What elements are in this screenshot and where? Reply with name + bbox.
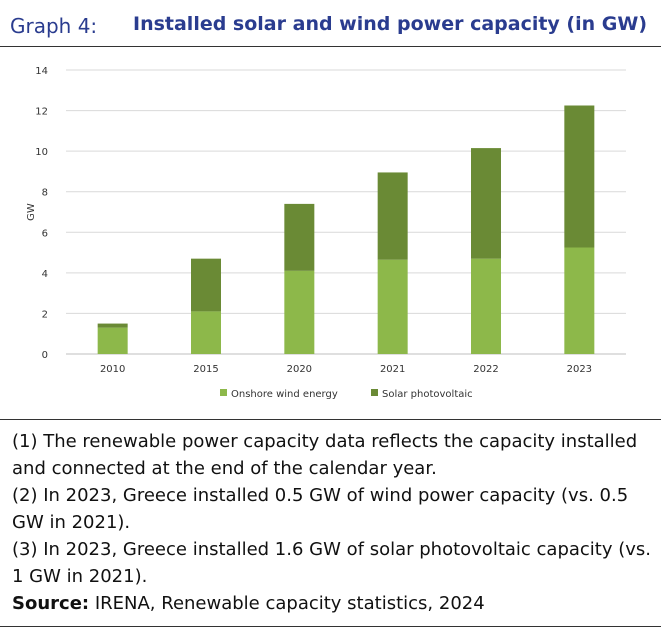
graph-number: Graph 4: — [10, 14, 98, 38]
capacity-chart: 0 2 4 6 8 10 12 14 GW 2010 2015 2020 2021 2022 2023 Ons… — [26, 66, 626, 400]
chart-area: 0 2 4 6 8 10 12 14 GW 2010 2015 2020 2021 2022 2023 Ons… — [14, 54, 648, 411]
footnote-2: (2) In 2023, Greece installed 0.5 GW of … — [12, 485, 629, 533]
bar-wind — [471, 258, 501, 354]
graph-header: Graph 4: Installed solar and wind power … — [0, 0, 661, 48]
bar-solar — [284, 203, 315, 271]
x-tick-label: 2022 — [473, 364, 498, 375]
y-tick-label: 10 — [35, 147, 48, 158]
legend-label: Onshore wind energy — [231, 389, 338, 400]
x-tick-label: 2023 — [567, 364, 592, 375]
y-tick-label: 8 — [42, 188, 48, 199]
source-line: Source: IRENA, Renewable capacity statis… — [12, 590, 652, 617]
bar-solar — [377, 172, 408, 260]
bar-wind — [191, 311, 221, 354]
bar-solar — [97, 323, 128, 328]
legend-swatch — [371, 389, 378, 396]
y-tick-label: 14 — [35, 66, 48, 77]
footnote-1: (1) The renewable power capacity data re… — [12, 431, 638, 479]
footnotes: (1) The renewable power capacity data re… — [12, 428, 652, 617]
source-text: IRENA, Renewable capacity statistics, 20… — [89, 593, 485, 614]
footnote-3: (3) In 2023, Greece installed 1.6 GW of … — [12, 539, 652, 587]
y-tick-label: 2 — [42, 309, 48, 320]
y-tick-label: 6 — [42, 228, 48, 239]
bar-wind — [564, 247, 595, 354]
graph-title: Installed solar and wind power capacity … — [133, 13, 648, 35]
bar-wind — [284, 270, 315, 354]
source-label: Source: — [12, 593, 90, 614]
x-tick-label: 2021 — [380, 364, 405, 375]
y-axis-label: GW — [26, 203, 37, 221]
middle-divider — [0, 419, 661, 420]
x-tick-label: 2015 — [193, 364, 218, 375]
y-tick-label: 12 — [35, 107, 48, 118]
x-tick-label: 2010 — [100, 364, 125, 375]
bar-wind — [377, 259, 408, 354]
top-divider — [0, 46, 661, 47]
bar-wind — [97, 327, 128, 354]
bar-solar — [191, 258, 221, 312]
y-tick-label: 4 — [42, 269, 48, 280]
legend-label: Solar photovoltaic — [382, 389, 473, 400]
bar-solar — [471, 148, 501, 259]
bar-solar — [564, 105, 595, 248]
x-tick-label: 2020 — [287, 364, 312, 375]
bottom-divider — [0, 626, 661, 627]
y-tick-label: 0 — [42, 350, 48, 361]
legend-swatch — [220, 389, 227, 396]
